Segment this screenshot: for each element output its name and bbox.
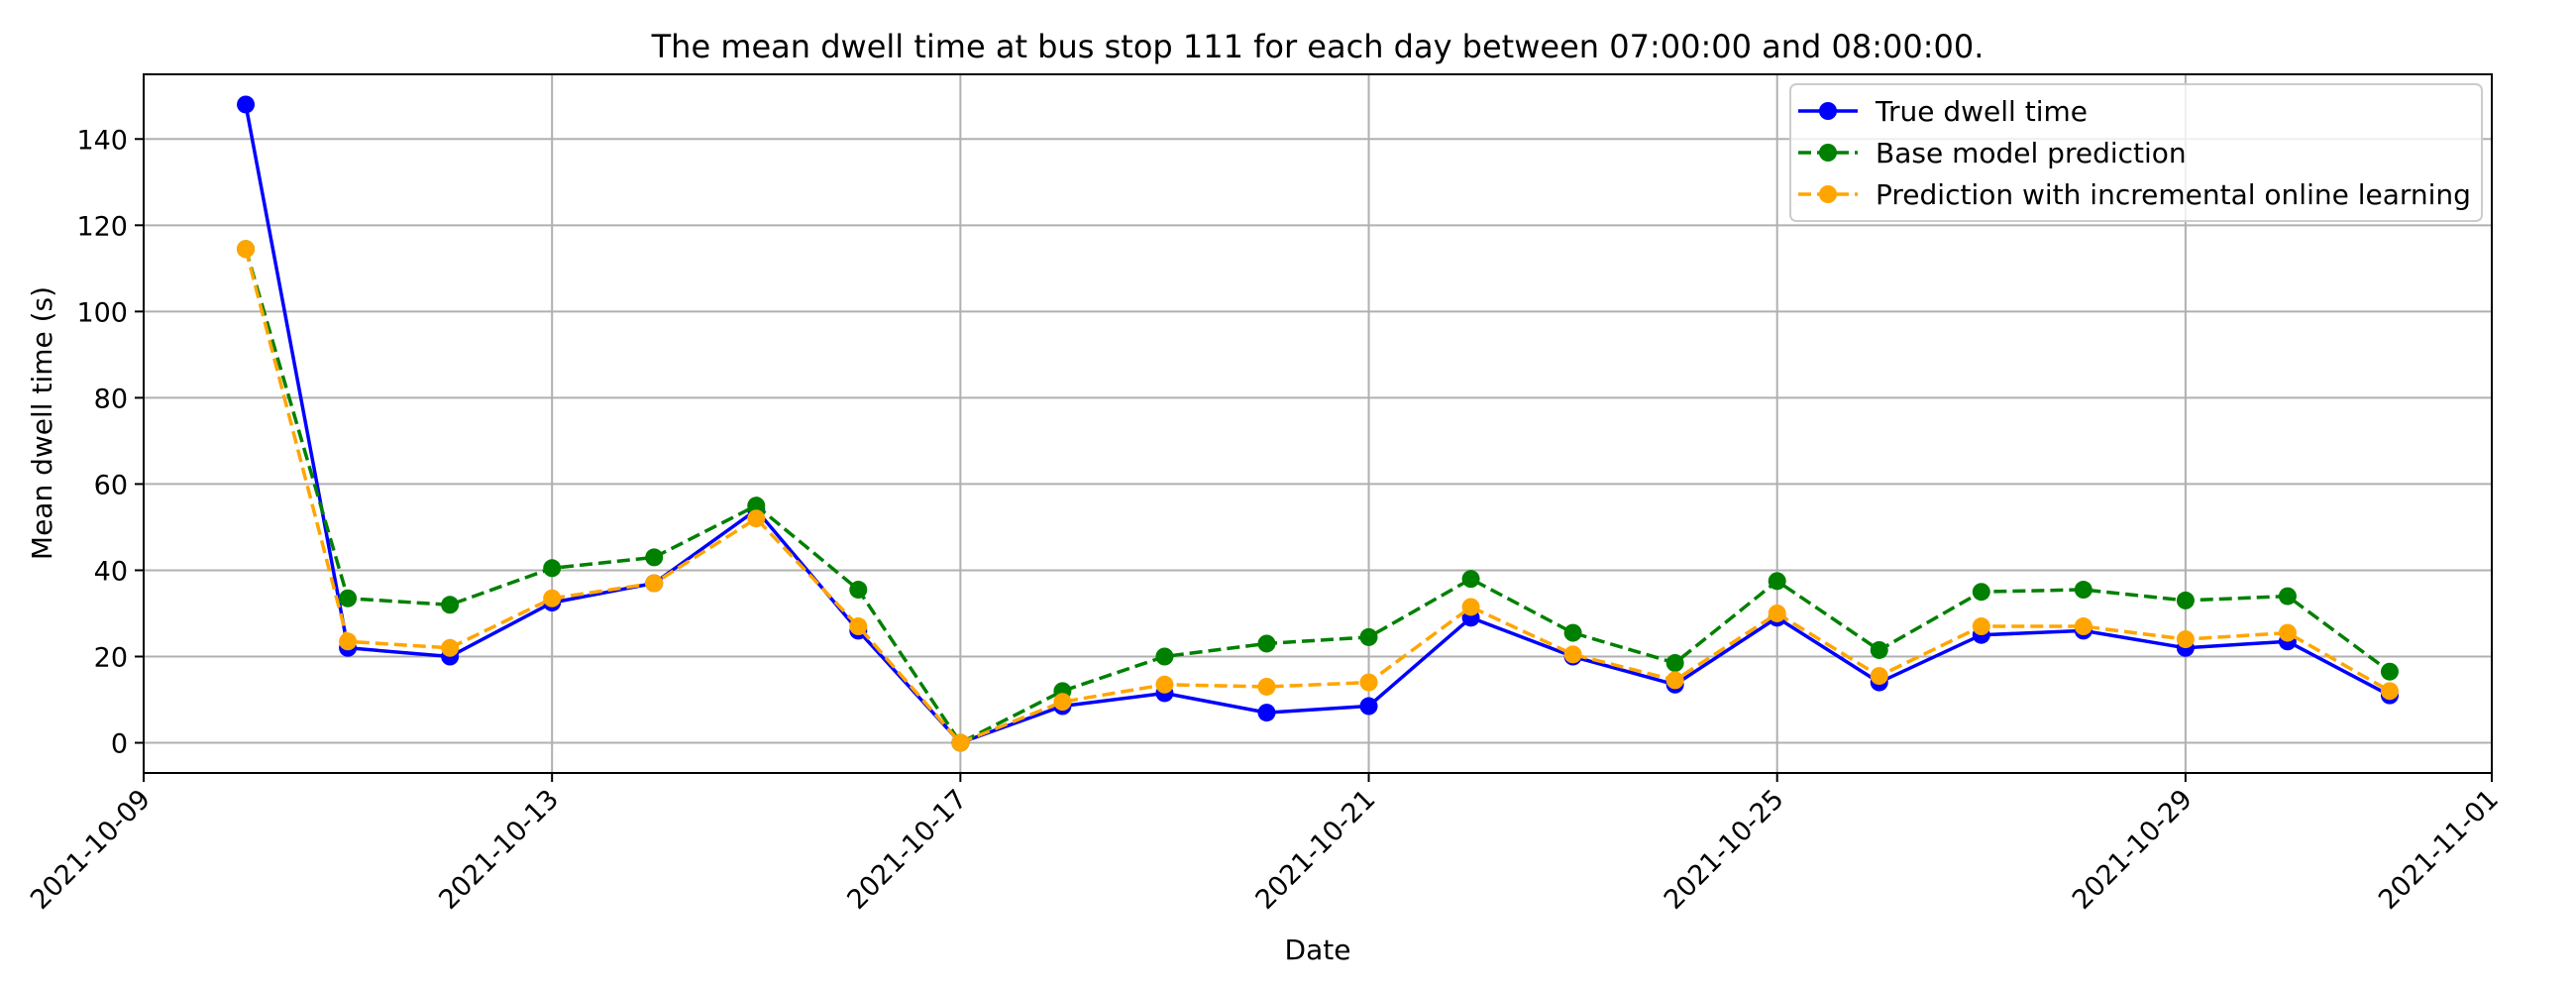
- incremental-learning-prediction-point: [1665, 671, 1684, 690]
- base-model-prediction-point: [1461, 570, 1480, 589]
- base-model-prediction-point: [1563, 623, 1582, 642]
- y-tick-label: 0: [111, 729, 128, 760]
- incremental-learning-prediction-point: [1359, 673, 1378, 692]
- series-layer: [237, 95, 2399, 752]
- incremental-learning-prediction-point: [2278, 623, 2297, 642]
- incremental-learning-prediction-point: [1768, 604, 1786, 622]
- y-tick-label: 20: [94, 643, 128, 674]
- incremental-learning-prediction-point: [645, 574, 664, 593]
- incremental-learning-prediction-point: [237, 240, 256, 259]
- x-tick-label: 2021-11-01: [2373, 784, 2505, 916]
- y-tick-label: 40: [94, 556, 128, 587]
- base-model-prediction-point: [339, 589, 358, 607]
- incremental-learning-prediction-point: [2074, 617, 2093, 636]
- base-model-prediction-point: [747, 496, 766, 515]
- true-dwell-time-point: [1257, 704, 1276, 722]
- x-axis-label: Date: [1285, 934, 1351, 966]
- legend-label: True dwell time: [1875, 95, 2088, 128]
- true-dwell-time-point: [1359, 697, 1378, 716]
- base-model-prediction-point: [1257, 634, 1276, 653]
- legend: True dwell time Base model prediction Pred…: [1789, 83, 2483, 222]
- base-model-prediction-point: [1359, 627, 1378, 646]
- incremental-learning-prediction-point: [441, 638, 460, 657]
- x-tick-label: 2021-10-09: [25, 784, 157, 916]
- base-model-prediction-point: [1768, 572, 1786, 591]
- base-model-prediction-point: [1972, 583, 1990, 602]
- incremental-learning-prediction-point: [2176, 630, 2195, 649]
- y-axis-label: Mean dwell time (s): [26, 286, 58, 560]
- incremental-learning-prediction-point: [1972, 617, 1990, 636]
- legend-label: Prediction with incremental online learn…: [1876, 178, 2471, 211]
- base-model-prediction-point: [1870, 640, 1888, 659]
- y-tick-label: 140: [76, 125, 128, 156]
- x-tick-label: 2021-10-29: [2067, 784, 2199, 916]
- y-tick-label: 120: [76, 211, 128, 242]
- plot-frame: [143, 73, 2493, 774]
- base-model-prediction-point: [543, 559, 562, 578]
- legend-box: [1789, 83, 2483, 222]
- legend-swatch-marker: [1819, 185, 1837, 203]
- true-dwell-time-line: [244, 104, 2391, 745]
- incremental-learning-prediction-point: [2380, 682, 2399, 701]
- incremental-learning-prediction-point: [543, 589, 562, 607]
- ticks: 2021-10-09 2021-10-13 2021-10-17 2021-10-21…: [25, 125, 2505, 916]
- base-model-prediction-point: [645, 548, 664, 567]
- x-tick-label: 2021-10-13: [433, 784, 565, 916]
- true-dwell-time-point: [237, 95, 256, 114]
- y-tick-label: 60: [94, 470, 128, 500]
- incremental-learning-prediction-point: [951, 733, 970, 752]
- legend-label: Base model prediction: [1876, 137, 2187, 169]
- incremental-learning-prediction-point: [1053, 693, 1072, 712]
- incremental-learning-prediction-point: [1461, 598, 1480, 616]
- legend-swatch-marker: [1819, 144, 1837, 162]
- x-tick-label: 2021-10-25: [1659, 784, 1790, 916]
- base-model-prediction-point: [2074, 581, 2093, 600]
- incremental-learning-prediction-point: [339, 632, 358, 651]
- base-model-prediction-point: [441, 596, 460, 614]
- incremental-learning-prediction-point: [1155, 675, 1174, 694]
- incremental-learning-prediction-point: [1563, 645, 1582, 664]
- incremental-learning-prediction-point: [747, 509, 766, 528]
- incremental-learning-prediction-point: [1870, 667, 1888, 686]
- chart-title: The mean dwell time at bus stop 111 for …: [651, 28, 1985, 65]
- incremental-learning-prediction-line: [244, 248, 2391, 745]
- incremental-learning-prediction-point: [849, 617, 868, 636]
- base-model-prediction-point: [1155, 647, 1174, 666]
- incremental-learning-prediction-point: [1257, 677, 1276, 696]
- base-model-prediction-point: [2176, 591, 2195, 609]
- base-model-prediction-point: [2380, 662, 2399, 681]
- base-model-prediction-point: [2278, 587, 2297, 606]
- base-model-prediction-line: [244, 248, 2392, 745]
- legend-swatch-marker: [1819, 102, 1837, 120]
- y-tick-label: 100: [76, 297, 128, 328]
- y-tick-label: 80: [94, 384, 128, 414]
- x-tick-label: 2021-10-21: [1250, 784, 1382, 916]
- x-tick-label: 2021-10-17: [841, 784, 973, 916]
- base-model-prediction-point: [1665, 654, 1684, 673]
- base-model-prediction-point: [849, 581, 868, 600]
